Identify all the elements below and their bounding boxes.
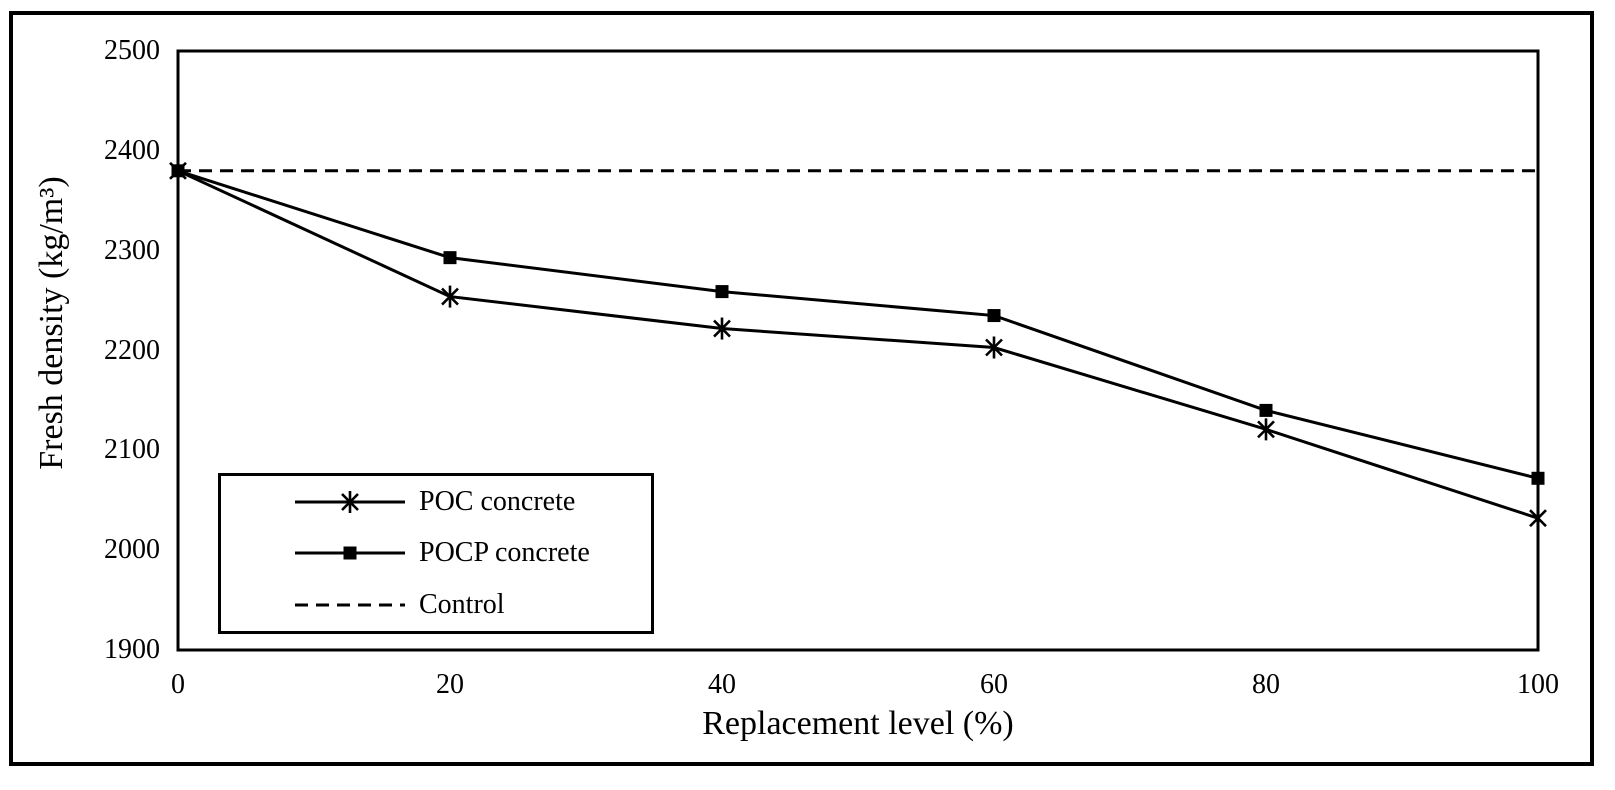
x-tick-label: 60 (980, 669, 1008, 700)
series-poc-concrete-marker (713, 317, 731, 340)
legend-item-control: Control (293, 590, 651, 620)
y-tick-label: 2000 (104, 534, 160, 566)
x-tick-label: 100 (1517, 669, 1559, 700)
legend-label: Control (419, 589, 505, 621)
y-tick-label: 1900 (104, 634, 160, 665)
series-pocp-concrete-line (177, 169, 1539, 480)
plot-border (176, 49, 1540, 652)
legend-pocp-concrete-marker (343, 546, 357, 560)
series-pocp-concrete-marker (987, 309, 1001, 323)
y-tick-label: 2200 (104, 334, 160, 366)
legend-control-sample (295, 603, 405, 607)
series-poc-concrete-marker (441, 285, 459, 308)
x-tick-label: 80 (1252, 669, 1280, 700)
x-tick-label: 20 (436, 669, 464, 700)
series-poc-concrete-marker (1529, 507, 1547, 530)
series-pocp-concrete-marker (1531, 471, 1545, 485)
y-tick-label: 2100 (104, 434, 160, 466)
series-poc-concrete-line (177, 169, 1539, 520)
y-tick-label: 2500 (104, 35, 160, 66)
x-tick-label: 40 (708, 669, 736, 700)
series-pocp-concrete-marker (171, 164, 185, 178)
legend-poc-concrete-marker (341, 490, 359, 513)
legend-pocp-concrete-sample (295, 546, 405, 560)
series-pocp-concrete-marker (1259, 403, 1273, 417)
legend-poc-concrete-sample (295, 490, 405, 513)
y-tick-label: 2300 (104, 234, 160, 266)
legend-item-pocp-concrete: POCP concrete (293, 538, 651, 568)
y-tick-label: 2400 (104, 134, 160, 166)
series-poc-concrete-marker (1257, 418, 1275, 441)
series-pocp-concrete-marker (443, 251, 457, 265)
x-tick-label: 0 (171, 669, 185, 700)
legend: POC concrete POCP concrete Control (218, 473, 654, 634)
legend-item-poc-concrete: POC concrete (293, 485, 651, 517)
legend-label: POC concrete (419, 485, 576, 517)
x-axis-label: Replacement level (%) (702, 705, 1014, 742)
legend-label: POCP concrete (419, 537, 590, 569)
series-poc-concrete-marker (985, 336, 1003, 359)
series-pocp-concrete-marker (715, 285, 729, 299)
